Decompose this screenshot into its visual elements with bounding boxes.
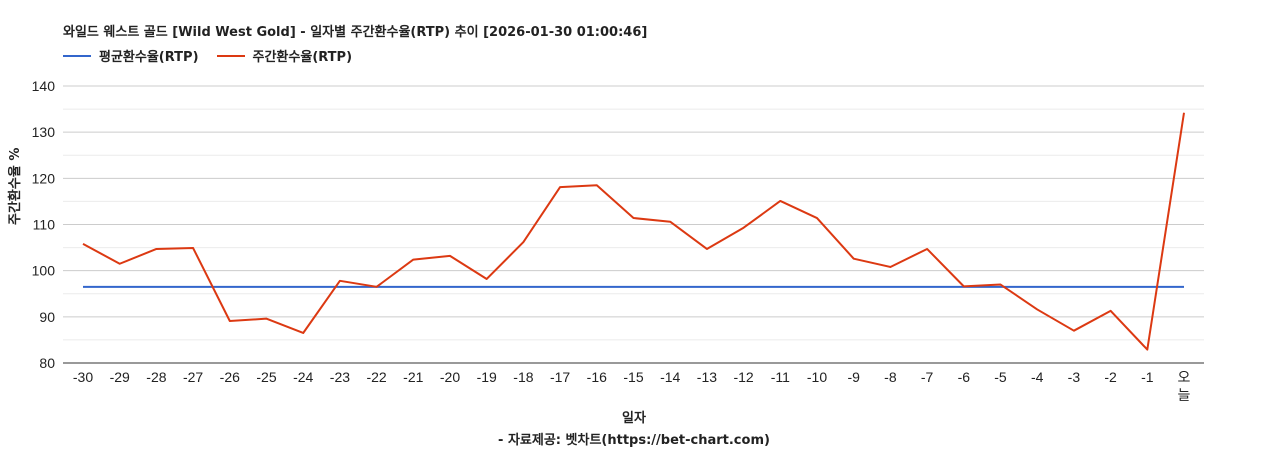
x-tick-label: -24 [293,369,313,385]
x-tick-label: -28 [146,369,166,385]
x-tick-label: -5 [994,369,1007,385]
x-tick-label: 오 [1178,369,1191,385]
x-tick-label: -17 [550,369,570,385]
x-tick-label: -29 [110,369,130,385]
x-tick-label: -4 [1031,369,1044,385]
x-tick-label: -27 [183,369,203,385]
x-tick-label: -8 [884,369,897,385]
x-tick-label: -12 [733,369,753,385]
x-tick-label: -15 [623,369,643,385]
x-tick-label: -23 [330,369,350,385]
x-tick-label: -3 [1068,369,1081,385]
legend: 평균환수율(RTP) 주간환수율(RTP) [63,46,352,65]
source-credit: - 자료제공: 벳차트(https://bet-chart.com) [498,433,770,448]
x-tick-label: -14 [660,369,680,385]
x-tick-label: -7 [921,369,934,385]
y-tick-label: 90 [39,309,55,325]
x-tick-label: -26 [220,369,240,385]
x-tick-label: -2 [1104,369,1117,385]
x-tick-label: -6 [958,369,971,385]
x-tick-label: -19 [477,369,497,385]
x-tick-label: -10 [807,369,827,385]
y-tick-label: 110 [33,217,56,233]
x-tick-label: -22 [366,369,386,385]
x-tick-label: -21 [403,369,423,385]
legend-item-weekly[interactable]: 주간환수율(RTP) [216,46,353,65]
y-tick-label: 80 [39,355,55,371]
legend-item-average[interactable]: 평균환수율(RTP) [63,46,199,65]
series-line-weekly[interactable] [82,112,1185,351]
x-axis-title: 일자 [622,411,646,426]
x-tick-label: -20 [440,369,460,385]
y-tick-label: 130 [32,124,56,140]
legend-label-average: 평균환수율(RTP) [99,50,199,65]
x-tick-label: -25 [256,369,276,385]
legend-swatch-weekly [216,54,245,57]
x-tick-label: -9 [847,369,860,385]
x-tick-label: -11 [771,369,790,385]
y-tick-label: 140 [32,78,56,94]
x-tick-label: -18 [513,369,533,385]
chart-title: 와일드 웨스트 골드 [Wild West Gold] - 일자별 주간환수율(… [63,25,648,40]
x-tick-label: -16 [587,369,607,385]
y-tick-label: 120 [32,170,56,186]
y-axis-title: 주간환수율 % [8,147,23,225]
x-tick-label: -13 [697,369,717,385]
legend-swatch-average [63,54,91,57]
y-tick-label: 100 [32,263,56,279]
x-tick-label: 늘 [1178,387,1191,403]
x-tick-label: -1 [1141,369,1154,385]
x-tick-label: -30 [73,369,93,385]
legend-label-weekly: 주간환수율(RTP) [252,50,353,65]
